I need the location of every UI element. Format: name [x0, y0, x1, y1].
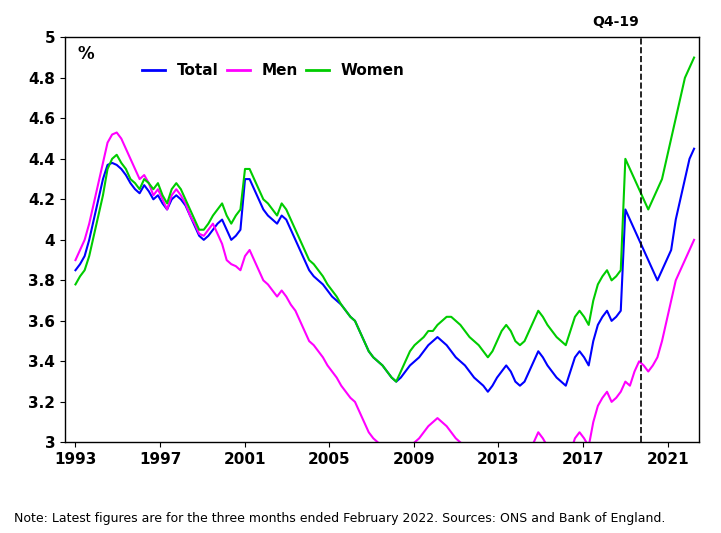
Men — [589, 419, 598, 425]
Men — [484, 470, 492, 476]
Women — [575, 308, 584, 314]
Line: Women: Women — [76, 58, 694, 382]
Women — [690, 54, 699, 61]
Text: Q4-19: Q4-19 — [593, 15, 639, 29]
Men — [584, 443, 593, 450]
Text: %: % — [78, 45, 94, 63]
Women — [580, 313, 588, 320]
Men — [71, 257, 80, 263]
Women — [584, 322, 593, 328]
Legend: Total, Men, Women: Total, Men, Women — [136, 57, 411, 84]
Total — [484, 389, 492, 395]
Men — [149, 192, 158, 198]
Total — [144, 188, 153, 195]
Total — [71, 267, 80, 273]
Total — [658, 267, 666, 273]
Men — [690, 237, 699, 243]
Total — [309, 273, 318, 279]
Men — [580, 435, 588, 441]
Women — [658, 176, 666, 182]
Total — [580, 354, 588, 360]
Text: Note: Latest figures are for the three months ended February 2022. Sources: ONS : Note: Latest figures are for the three m… — [14, 512, 665, 524]
Men — [112, 130, 121, 136]
Men — [314, 348, 323, 354]
Women — [144, 180, 153, 187]
Women — [309, 261, 318, 268]
Women — [392, 378, 401, 385]
Total — [584, 362, 593, 369]
Total — [575, 348, 584, 354]
Line: Total: Total — [76, 149, 694, 392]
Women — [71, 281, 80, 288]
Line: Men: Men — [76, 133, 694, 473]
Total — [690, 146, 699, 152]
Men — [663, 318, 671, 324]
